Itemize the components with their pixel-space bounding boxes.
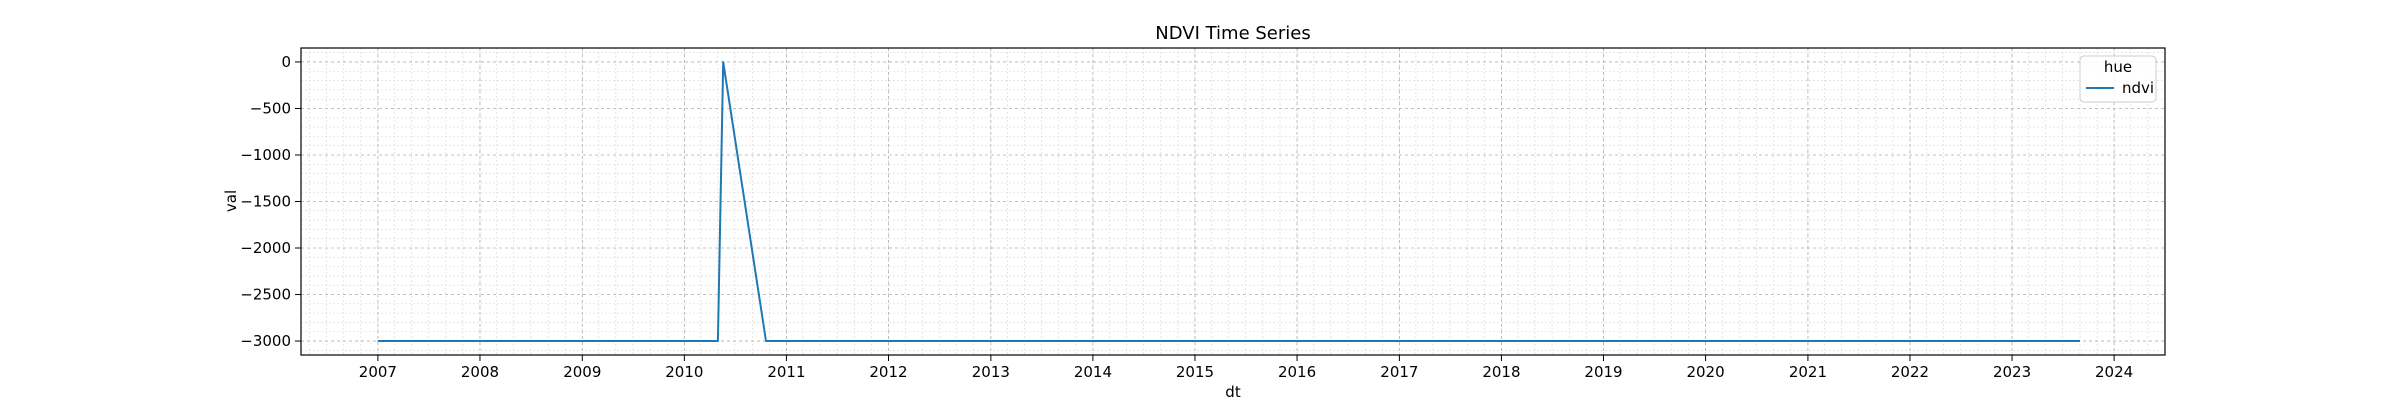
y-tick-label: −1500 [240, 193, 291, 211]
y-tick-label: −2500 [240, 286, 291, 304]
x-tick-label: 2021 [1789, 363, 1827, 381]
x-tick-label: 2009 [563, 363, 601, 381]
legend-entry-ndvi: ndvi [2122, 79, 2154, 97]
legend: hue ndvi [2079, 55, 2157, 103]
x-tick-label: 2012 [869, 363, 907, 381]
x-tick-label: 2010 [665, 363, 703, 381]
x-tick-label: 2020 [1686, 363, 1724, 381]
x-tick-label: 2007 [359, 363, 397, 381]
x-tick-label: 2022 [1891, 363, 1929, 381]
y-tick-label: −1000 [240, 146, 291, 164]
y-axis-title: val [222, 190, 240, 212]
y-axis-ticks: 0 −500 −1000 −1500 −2000 −2500 −3000 [240, 53, 301, 350]
chart-title: NDVI Time Series [1155, 23, 1310, 44]
series-layer [377, 61, 2080, 342]
x-tick-label: 2024 [2095, 363, 2133, 381]
x-tick-label: 2014 [1074, 363, 1112, 381]
y-tick-label: −3000 [240, 332, 291, 350]
y-tick-label: −500 [250, 99, 291, 117]
x-tick-label: 2011 [767, 363, 805, 381]
x-tick-label: 2013 [972, 363, 1010, 381]
x-tick-label: 2023 [1993, 363, 2031, 381]
x-tick-label: 2017 [1380, 363, 1418, 381]
x-tick-label: 2016 [1278, 363, 1316, 381]
y-tick-label: 0 [281, 53, 291, 71]
y-tick-label: −2000 [240, 239, 291, 257]
x-tick-label: 2018 [1482, 363, 1520, 381]
series-line-ndvi [377, 61, 2080, 342]
legend-title: hue [2104, 58, 2132, 76]
x-tick-label: 2019 [1584, 363, 1622, 381]
x-tick-label: 2015 [1176, 363, 1214, 381]
major-grid [301, 48, 2165, 355]
x-axis-title: dt [1225, 383, 1241, 400]
legend-box [2079, 55, 2157, 103]
x-tick-label: 2008 [461, 363, 499, 381]
x-axis-ticks: 2007 2008 2009 2010 2011 2012 2013 2014 2015 2016… [359, 355, 2133, 381]
